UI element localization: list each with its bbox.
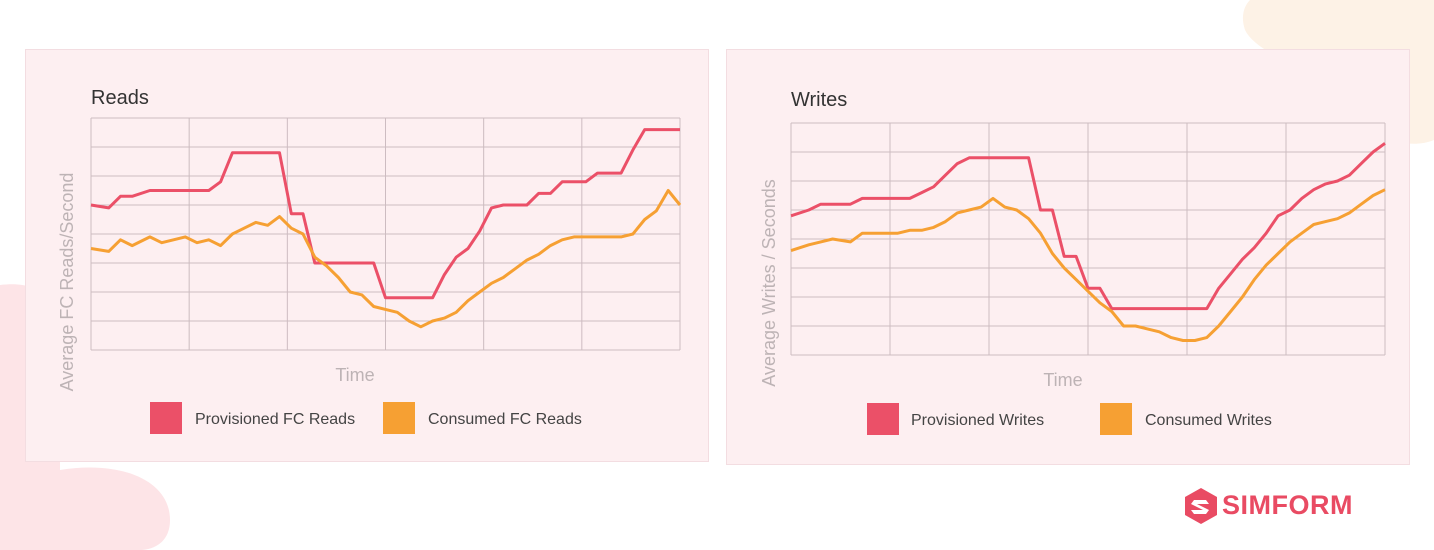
reads-lines <box>90 128 682 329</box>
simform-logo-text: SIMFORM <box>1222 490 1353 520</box>
reads-series-line-consumed <box>90 189 682 329</box>
writes-x-axis-label: Time <box>1043 370 1082 390</box>
legend-swatch-provisioned-reads <box>150 402 182 434</box>
legend-label-consumed-reads: Consumed FC Reads <box>428 411 582 428</box>
reads-x-axis-label: Time <box>335 365 374 385</box>
simform-logo: SIMFORM <box>1182 486 1382 526</box>
writes-series-line-consumed <box>790 188 1386 342</box>
legend-swatch-consumed-reads <box>383 402 415 434</box>
reads-chart-title: Reads <box>91 87 149 109</box>
writes-chart: Writes Average Writes / Seconds Time Pro… <box>759 89 1386 435</box>
legend-label-provisioned-writes: Provisioned Writes <box>911 412 1044 429</box>
writes-series-line-provisioned <box>790 142 1386 311</box>
reads-grid <box>90 117 681 351</box>
writes-grid <box>790 122 1386 356</box>
writes-lines <box>790 142 1386 342</box>
legend-label-provisioned-reads: Provisioned FC Reads <box>195 411 355 428</box>
reads-series-line-provisioned <box>90 128 680 300</box>
reads-chart: Reads Average FC Reads/Second Time Provi… <box>57 87 682 434</box>
simform-logo-icon <box>1185 488 1217 524</box>
legend-swatch-provisioned-writes <box>867 403 899 435</box>
writes-chart-title: Writes <box>791 89 847 111</box>
legend-swatch-consumed-writes <box>1100 403 1132 435</box>
legend-label-consumed-writes: Consumed Writes <box>1145 412 1272 429</box>
writes-chart-card: Writes Average Writes / Seconds Time Pro… <box>726 49 1410 465</box>
reads-chart-card: Reads Average FC Reads/Second Time Provi… <box>25 49 709 462</box>
reads-y-axis-label: Average FC Reads/Second <box>57 173 77 392</box>
writes-y-axis-label: Average Writes / Seconds <box>759 179 779 386</box>
